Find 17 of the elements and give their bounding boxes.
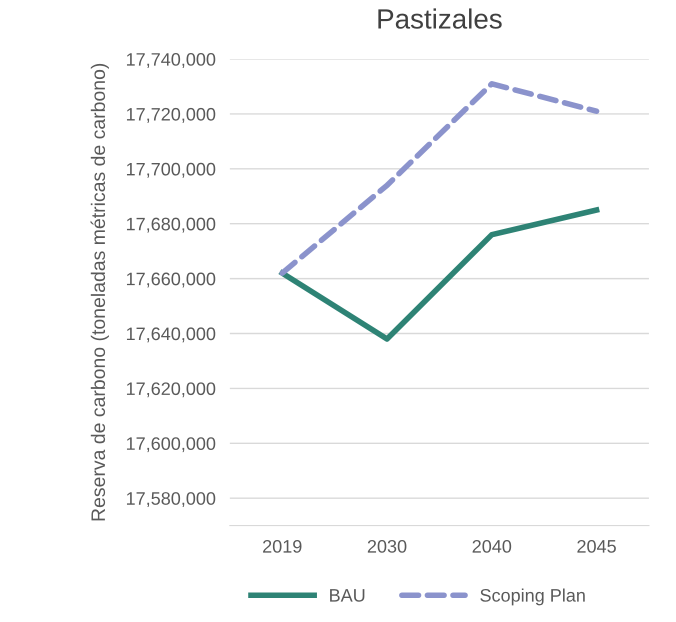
y-tick-label: 17,700,000	[126, 162, 216, 178]
y-tick-label: 17,720,000	[126, 108, 216, 123]
y-tick-label: 17,740,000	[126, 53, 216, 68]
x-tick-label: 2045	[577, 540, 616, 553]
y-tick-label: 17,580,000	[126, 492, 216, 507]
y-tick-label: 17,680,000	[126, 218, 216, 233]
y-tick-label: 17,640,000	[126, 327, 216, 342]
y-tick-label: 17,600,000	[126, 437, 216, 452]
chart-title: Pastizales	[378, 8, 502, 29]
x-tick-label: 2030	[368, 540, 406, 553]
y-tick-label: 17,660,000	[126, 272, 216, 288]
legend-label: BAU	[330, 589, 364, 602]
x-tick-label: 2019	[263, 540, 302, 553]
y-tick-label: 17,620,000	[126, 382, 216, 398]
y-axis-title: Reserva de carbono (toneladas métricas de carbono)	[90, 64, 109, 520]
x-tick-label: 2040	[472, 540, 512, 553]
legend-label: Scoping Plan	[480, 588, 585, 606]
